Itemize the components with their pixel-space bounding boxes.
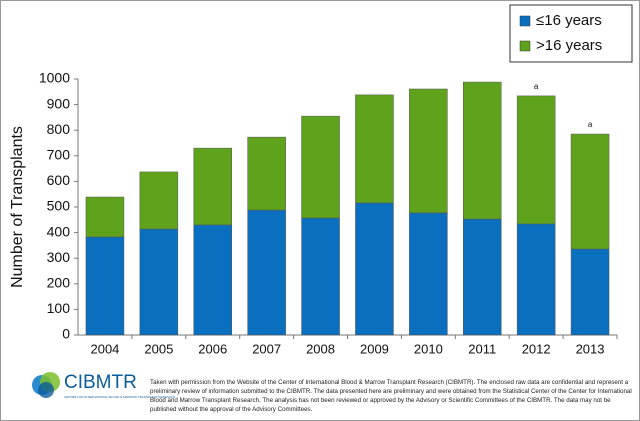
annotation: a — [588, 120, 593, 129]
x-tick-label: 2006 — [198, 341, 227, 356]
bar-segment — [516, 95, 556, 225]
bar-segment — [247, 136, 286, 211]
bar-segment — [85, 196, 125, 238]
bar-segment — [301, 115, 340, 219]
y-tick-label: 1000 — [39, 70, 70, 86]
bar-segment — [301, 217, 340, 336]
disclaimer: Taken with permission from the Website o… — [150, 379, 632, 413]
bar-segment — [463, 218, 502, 336]
bar-segment — [139, 171, 179, 230]
x-tick-label: 2009 — [360, 341, 389, 356]
y-tick-label: 400 — [47, 223, 71, 239]
y-tick-label: 300 — [47, 249, 71, 265]
x-tick-label: 2005 — [144, 341, 173, 356]
y-tick-label: 700 — [47, 147, 71, 163]
x-tick-label: 2007 — [252, 341, 281, 356]
x-tick-label: 2012 — [522, 341, 551, 356]
legend-swatch — [519, 40, 531, 52]
bar-segment — [409, 88, 448, 214]
y-tick-label: 500 — [47, 198, 71, 214]
y-tick-label: 800 — [47, 121, 71, 137]
y-tick-label: 200 — [47, 275, 71, 291]
y-tick-label: 900 — [47, 95, 71, 111]
bar-segment — [193, 224, 232, 336]
legend-box — [509, 4, 633, 63]
legend-label: ≤16 years — [536, 12, 602, 29]
x-tick-label: 2010 — [414, 341, 443, 356]
logo-icon — [38, 382, 54, 398]
bar-segment — [247, 209, 286, 336]
y-axis-label: Number of Transplants — [9, 126, 26, 288]
bar-segment — [139, 228, 179, 336]
bar-segment — [463, 81, 502, 220]
bar-segment — [516, 223, 556, 336]
bar-segment — [409, 212, 448, 336]
legend-swatch — [519, 15, 531, 27]
bar-segment — [570, 133, 610, 250]
x-tick-label: 2004 — [90, 341, 119, 356]
bar-segment — [193, 147, 232, 226]
x-tick-label: 2008 — [306, 341, 335, 356]
y-tick-label: 600 — [47, 172, 71, 188]
bar-segment — [355, 202, 394, 336]
logo-subtext: CENTER FOR INTERNATIONAL BLOOD & MARROW … — [64, 395, 175, 399]
bar-segment — [85, 236, 125, 336]
y-tick-label: 0 — [62, 326, 70, 342]
x-tick-label: 2011 — [468, 341, 496, 356]
x-tick-label: 2013 — [576, 341, 605, 356]
bar-segment — [570, 248, 610, 336]
y-tick-label: 100 — [47, 300, 71, 316]
legend-label: >16 years — [536, 37, 602, 54]
annotation: a — [534, 82, 539, 91]
bar-segment — [355, 94, 394, 204]
logo-text: CIBMTR — [64, 372, 137, 393]
